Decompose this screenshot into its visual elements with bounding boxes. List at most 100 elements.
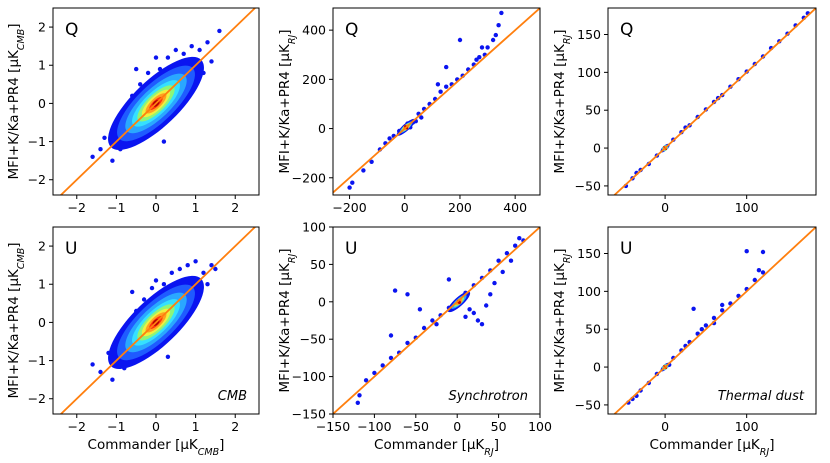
data-point — [444, 84, 449, 89]
data-point — [357, 393, 362, 398]
y-tick-label: 100 — [577, 65, 601, 80]
data-point — [177, 266, 182, 272]
data-point — [438, 89, 443, 94]
axes-frame — [332, 7, 541, 196]
y-tick-label: −50 — [300, 332, 326, 347]
data-point — [760, 270, 766, 275]
one-to-one-line — [333, 8, 540, 194]
x-tick-label: 0 — [661, 419, 669, 434]
component-label: Synchrotron — [448, 389, 528, 404]
data-point — [499, 10, 504, 16]
y-tick-label: 0 — [318, 121, 326, 136]
x-axis-label: Commander [μKCMB] — [88, 437, 225, 458]
scatter-panel-3: 0 100 −50 0 50 100 150 Q MFI+K/Ka+PR4 [μKRJ] — [552, 7, 817, 215]
data-point — [699, 327, 704, 332]
data-point — [467, 307, 472, 312]
scatter-panel-1: −2 −1 0 1 2 −2 −1 0 1 2 Q MFI+K/Ka+PR4 [μKCMB] — [6, 7, 260, 215]
x-tick-label: 2 — [231, 419, 239, 434]
axes-frame — [332, 226, 541, 415]
data-point — [496, 258, 501, 263]
y-axis-label: MFI+K/Ka+PR4 [μKRJ] — [552, 248, 573, 392]
x-axis-label: Commander [μKRJ] — [374, 437, 499, 458]
data-point — [213, 266, 218, 272]
x-tick-label: 0 — [661, 200, 669, 215]
x-tick-label: 0 — [401, 200, 409, 215]
data-point — [419, 115, 424, 120]
y-tick-label: 150 — [577, 27, 601, 42]
x-tick-label: −50 — [403, 419, 429, 434]
data-point — [209, 263, 214, 268]
plot-area — [613, 8, 816, 195]
scatter-panel-2: −200 0 200 400 −200 0 200 400 Q MFI+K/Ka+PR4 [μKR… — [277, 7, 541, 215]
data-point — [141, 297, 147, 302]
panel-label: U — [345, 239, 357, 259]
y-tick-label: −150 — [292, 407, 326, 422]
y-tick-label: −2 — [28, 172, 46, 187]
data-point — [405, 292, 410, 297]
y-tick-label: 200 — [302, 72, 326, 87]
x-tick-label: −2 — [68, 200, 86, 215]
x-tick-label: 1 — [192, 200, 200, 215]
x-axis-label: Commander [μKRJ] — [650, 437, 775, 458]
y-axis-label: MFI+K/Ka+PR4 [μKRJ] — [277, 29, 298, 173]
x-tick-label: 0 — [453, 419, 461, 434]
component-label: Thermal dust — [718, 389, 805, 404]
data-point — [169, 270, 174, 275]
data-point — [153, 278, 159, 283]
y-tick-label: 50 — [585, 322, 601, 337]
data-point — [189, 44, 194, 49]
data-point — [217, 28, 222, 34]
data-point — [703, 323, 709, 328]
data-point — [446, 277, 452, 282]
data-point — [405, 340, 410, 346]
x-tick-label: 0 — [152, 419, 160, 434]
y-axis-label: MFI+K/Ka+PR4 [μKCMB] — [6, 242, 27, 398]
data-point — [185, 263, 190, 268]
y-tick-label: −100 — [292, 369, 326, 384]
one-to-one-line — [59, 8, 257, 195]
data-point — [173, 47, 178, 53]
data-point — [181, 51, 186, 56]
data-point — [372, 370, 377, 376]
axes-frame — [607, 226, 817, 415]
data-point — [517, 236, 522, 241]
data-point — [711, 315, 717, 321]
data-point — [149, 285, 155, 291]
y-tick-label: 0 — [593, 360, 601, 375]
data-point — [720, 302, 725, 308]
data-point — [496, 23, 501, 28]
data-point — [471, 310, 476, 316]
panel-label: Q — [65, 20, 78, 40]
data-point — [355, 400, 360, 405]
data-point — [201, 270, 206, 275]
y-tick-label: −50 — [575, 397, 601, 412]
y-tick-label: 100 — [577, 284, 601, 299]
component-label: CMB — [218, 389, 247, 404]
data-point — [484, 303, 489, 308]
plot-area — [333, 227, 540, 414]
data-point — [380, 363, 385, 368]
data-point — [153, 55, 159, 60]
x-tick-label: 1 — [192, 419, 200, 434]
y-tick-label: −2 — [28, 391, 46, 406]
plot-area — [59, 227, 257, 414]
data-point — [488, 292, 493, 297]
data-point — [490, 37, 496, 43]
y-tick-label: −1 — [28, 353, 46, 368]
scatter-panel-4: −2 −1 0 1 2 −2 −1 0 1 2 U CMB MFI+K/Ka+PR4 [μKCMB] Co… — [6, 226, 260, 458]
data-point — [475, 318, 481, 323]
data-point — [463, 314, 468, 319]
y-tick-label: 100 — [302, 220, 326, 235]
x-tick-label: 50 — [491, 419, 507, 434]
data-point — [369, 159, 374, 164]
data-point — [752, 277, 757, 283]
data-point — [477, 55, 482, 60]
x-tick-label: 0 — [152, 200, 160, 215]
data-point — [361, 168, 366, 173]
data-point — [161, 139, 167, 144]
one-to-one-line — [613, 8, 816, 195]
data-point — [760, 249, 766, 255]
one-to-one-line — [59, 227, 257, 414]
x-tick-label: 400 — [503, 200, 527, 215]
